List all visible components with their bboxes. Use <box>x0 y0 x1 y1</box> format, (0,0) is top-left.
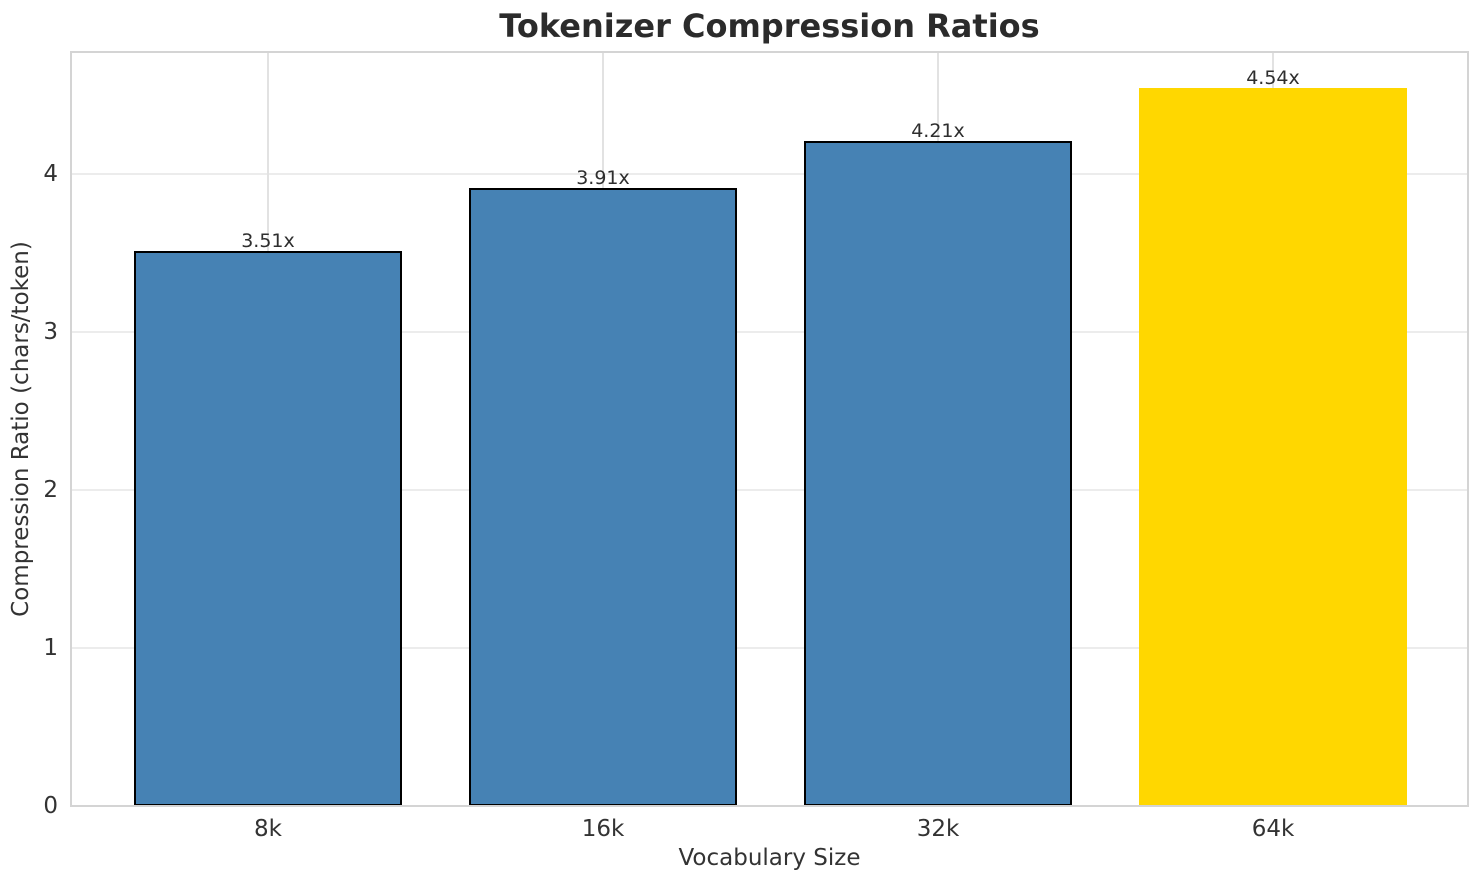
y-tick-label: 0 <box>43 793 58 819</box>
bar-32k <box>804 140 1072 806</box>
bar-16k <box>469 187 737 806</box>
horizontal-gridline <box>71 330 1468 333</box>
x-tick-label: 8k <box>254 816 282 842</box>
y-tick-label: 1 <box>43 634 58 661</box>
bar-value-label: 4.54x <box>1246 67 1300 90</box>
bar-8k <box>134 251 402 806</box>
y-tick-label: 2 <box>43 476 58 503</box>
horizontal-gridline <box>71 172 1468 175</box>
horizontal-gridline <box>71 646 1468 649</box>
bar-64k <box>1139 88 1407 806</box>
x-axis-label: Vocabulary Size <box>678 845 861 871</box>
bar-value-label: 3.51x <box>241 230 295 253</box>
bar-value-label: 3.91x <box>576 166 630 189</box>
y-tick-label: 3 <box>43 318 58 345</box>
horizontal-gridline <box>71 488 1468 491</box>
chart-title: Tokenizer Compression Ratios <box>499 7 1040 45</box>
x-tick-label: 16k <box>581 816 625 842</box>
y-axis-label: Compression Ratio (chars/token) <box>8 241 34 617</box>
x-tick-label: 64k <box>1251 816 1295 842</box>
x-tick-label: 32k <box>916 816 960 842</box>
y-tick-label: 4 <box>43 160 58 187</box>
plot-frame <box>70 51 1469 807</box>
bar-value-label: 4.21x <box>911 119 965 142</box>
